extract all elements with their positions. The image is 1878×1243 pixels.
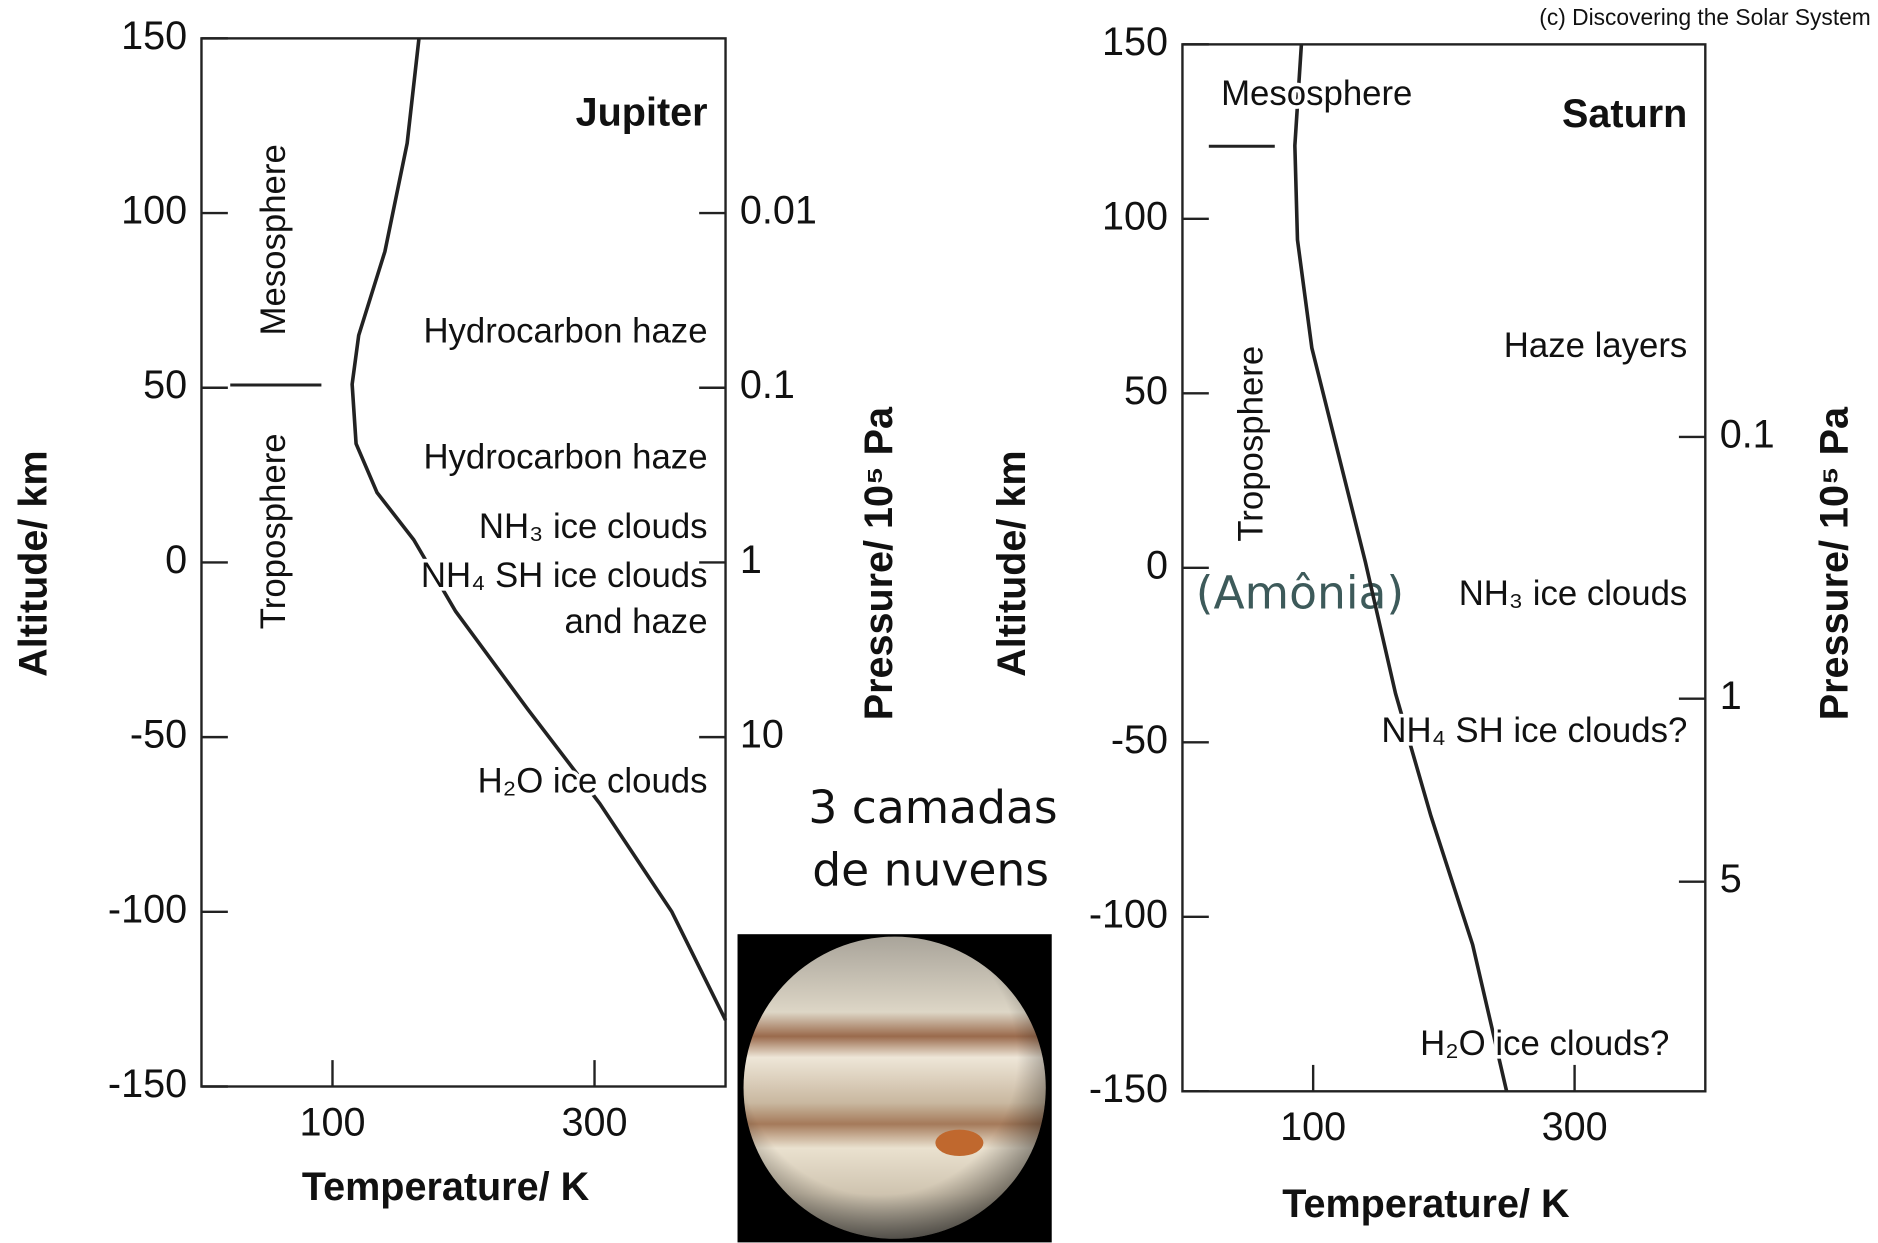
- y2-tick-label: 10: [740, 713, 784, 757]
- annotation: Haze layers: [1504, 327, 1688, 365]
- annotation: NH₃ ice clouds: [479, 508, 708, 546]
- x-axis-label: Temperature/ K: [302, 1165, 590, 1209]
- y2-tick-label: 5: [1720, 857, 1742, 901]
- y-tick-label: -100: [1089, 892, 1168, 936]
- x-tick-label: 300: [562, 1100, 628, 1144]
- y-tick-label: 0: [1146, 543, 1168, 587]
- credit: (c) Discovering the Solar System: [1539, 4, 1870, 30]
- annotation: H₂O ice clouds?: [1420, 1025, 1669, 1063]
- y-tick-label: 100: [1102, 194, 1168, 238]
- y-axis-label: Altitude/ km: [11, 450, 55, 676]
- x-tick-label: 100: [299, 1100, 365, 1144]
- y2-tick-label: 1: [1720, 674, 1742, 718]
- annotation: Troposphere: [255, 433, 293, 629]
- chart-title: Saturn: [1562, 92, 1687, 136]
- y-tick-label: -150: [108, 1062, 187, 1106]
- annotation: Hydrocarbon haze: [423, 313, 707, 351]
- annotation: and haze: [564, 603, 707, 641]
- y-tick-label: 100: [121, 189, 187, 233]
- chart-title: Jupiter: [576, 91, 708, 135]
- y2-tick-label: 0.01: [740, 189, 817, 233]
- y-tick-label: 50: [143, 363, 187, 407]
- y-axis-label: Altitude/ km: [990, 450, 1034, 676]
- annotation: H₂O ice clouds: [478, 762, 708, 800]
- x-axis-label: Temperature/ K: [1282, 1182, 1570, 1226]
- y-tick-label: -50: [1111, 718, 1168, 762]
- y-tick-label: -100: [108, 887, 187, 931]
- note-line: de nuvens: [812, 844, 1049, 897]
- x-tick-label: 300: [1542, 1105, 1608, 1149]
- y2-tick-label: 1: [740, 538, 762, 582]
- annotation: Troposphere: [1232, 346, 1270, 542]
- y2-tick-label: 0.1: [740, 363, 795, 407]
- y-tick-label: 150: [121, 14, 187, 58]
- annotation: NH₄ SH ice clouds?: [1381, 712, 1687, 750]
- y-tick-label: 50: [1124, 369, 1168, 413]
- note-line: 3 camadas: [808, 781, 1057, 834]
- y-tick-label: -50: [130, 713, 187, 757]
- y2-axis-label: Pressure/ 10⁵ Pa: [857, 406, 901, 720]
- profile-line: [1293, 44, 1509, 1092]
- y-tick-label: -150: [1089, 1067, 1168, 1111]
- y-tick-label: 0: [165, 538, 187, 582]
- annotation: NH₃ ice clouds: [1459, 575, 1688, 613]
- y-tick-label: 150: [1102, 20, 1168, 64]
- annotation: Mesosphere: [1221, 75, 1412, 113]
- x-tick-label: 100: [1280, 1105, 1346, 1149]
- y2-axis-label: Pressure/ 10⁵ Pa: [1813, 406, 1857, 720]
- y2-tick-label: 0.1: [1720, 412, 1775, 456]
- annotation: Mesosphere: [255, 144, 293, 335]
- jupiter-photo: [737, 934, 1052, 1243]
- annotation: NH₄ SH ice clouds: [421, 557, 708, 595]
- annotation: Hydrocarbon haze: [423, 438, 707, 476]
- profile-line: [350, 38, 728, 1021]
